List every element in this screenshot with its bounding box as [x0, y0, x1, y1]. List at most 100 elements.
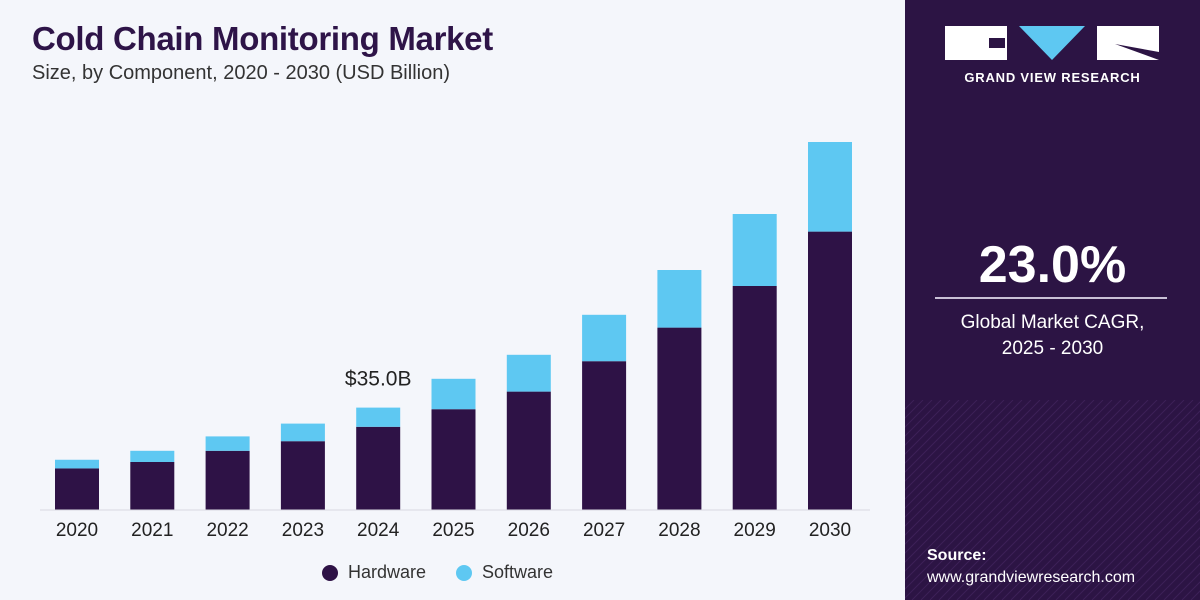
- pattern-stripe: [1172, 572, 1200, 600]
- pattern-stripe: [905, 400, 960, 455]
- pattern-stripe: [905, 400, 978, 473]
- bar-software-2022: [205, 436, 250, 451]
- pattern-stripe: [983, 400, 1185, 600]
- x-tick-label-2030: 2030: [809, 520, 851, 541]
- pattern-stripe: [1118, 518, 1200, 600]
- pattern-stripe: [1145, 545, 1200, 600]
- legend-swatch-software: [456, 564, 473, 581]
- pattern-stripe: [1163, 563, 1200, 600]
- bar-hardware-2022: [205, 450, 250, 510]
- pattern-stripe: [1127, 527, 1200, 600]
- pattern-stripe: [905, 400, 1077, 572]
- bar-hardware-2026: [506, 391, 551, 510]
- pattern-stripe: [905, 400, 1104, 599]
- legend-item-hardware: Hardware: [322, 562, 426, 583]
- pattern-stripe: [1109, 509, 1200, 600]
- bar-hardware-2020: [55, 468, 99, 510]
- pattern-stripe: [905, 400, 1086, 581]
- pattern-stripe: [974, 400, 1176, 600]
- legend-label-software: Software: [482, 562, 554, 582]
- pattern-stripe: [1001, 401, 1200, 600]
- cagr-divider: [935, 297, 1167, 299]
- bar-software-2020: [55, 459, 99, 469]
- pattern-stripe: [905, 400, 969, 464]
- bar-software-2023: [280, 423, 325, 442]
- bar-software-2021: [130, 450, 175, 462]
- pattern-stripe: [965, 400, 1167, 600]
- bar-hardware-2024: [356, 426, 401, 510]
- pattern-stripe: [1073, 473, 1200, 600]
- pattern-stripe: [905, 400, 1068, 563]
- bar-software-2024: [356, 407, 401, 427]
- x-tick-label-2029: 2029: [734, 520, 776, 541]
- legend-label-hardware: Hardware: [348, 562, 427, 582]
- x-tick-label-2020: 2020: [56, 520, 98, 541]
- pattern-stripe: [1100, 500, 1200, 600]
- pattern-stripe: [992, 400, 1194, 600]
- cagr-label-line2: 2025 - 2030: [1001, 338, 1104, 359]
- bar-software-2027: [582, 314, 627, 362]
- pattern-stripe: [956, 400, 1158, 600]
- pattern-stripe: [1136, 536, 1200, 600]
- source-block: Source: www.grandviewresearch.com: [927, 545, 1135, 589]
- pattern-stripe: [1064, 464, 1200, 600]
- pattern-stripe: [1037, 437, 1200, 600]
- pattern-stripe: [1154, 554, 1200, 600]
- brand-name: GRAND VIEW RESEARCH: [964, 70, 1141, 85]
- pattern-stripe: [1082, 482, 1200, 600]
- bar-software-2030: [808, 142, 852, 232]
- grand-view-research-logo: GRAND VIEW RESEARCH: [945, 24, 1160, 94]
- bar-hardware-2025: [431, 409, 476, 510]
- x-tick-label-2028: 2028: [658, 520, 700, 541]
- x-tick-label-2021: 2021: [131, 520, 173, 541]
- pattern-stripe: [905, 400, 1050, 545]
- cagr-value: 23.0%: [978, 236, 1127, 294]
- chart-legend: Hardware Software: [322, 562, 583, 583]
- source-url: www.grandviewresearch.com: [927, 569, 1136, 586]
- pattern-stripe: [947, 400, 1149, 600]
- bar-software-2029: [732, 214, 777, 286]
- info-panel: GRAND VIEW RESEARCH 23.0% Global Market …: [905, 0, 1200, 600]
- pattern-stripe: [905, 400, 1095, 590]
- data-label-2024: $35.0B: [345, 368, 412, 391]
- pattern-stripe: [905, 400, 1041, 536]
- pattern-stripe: [905, 400, 996, 491]
- pattern-stripe: [905, 400, 1014, 509]
- x-tick-label-2026: 2026: [508, 520, 550, 541]
- gvr-logo-icon: [945, 26, 1159, 60]
- bar-hardware-2023: [280, 441, 325, 510]
- pattern-stripe: [1019, 419, 1200, 600]
- x-tick-label-2022: 2022: [206, 520, 248, 541]
- pattern-stripe: [905, 400, 1032, 527]
- pattern-stripe: [905, 400, 1023, 518]
- pattern-stripe: [929, 400, 1131, 600]
- pattern-stripe: [905, 400, 951, 446]
- cagr-label-line1: Global Market CAGR,: [960, 312, 1145, 333]
- pattern-stripe: [905, 400, 1005, 500]
- bar-hardware-2021: [130, 462, 175, 510]
- pattern-stripe: [1028, 428, 1200, 600]
- pattern-stripe: [1010, 410, 1200, 600]
- chart-subtitle: Size, by Component, 2020 - 2030 (USD Bil…: [32, 62, 450, 84]
- pattern-stripe: [1046, 446, 1200, 600]
- decorative-pattern: [905, 400, 1200, 600]
- bar-software-2025: [431, 378, 476, 410]
- legend-swatch-hardware: [322, 564, 338, 581]
- pattern-stripe: [905, 400, 987, 482]
- bar-hardware-2030: [808, 231, 852, 510]
- x-tick-label-2024: 2024: [357, 520, 400, 541]
- x-tick-label-2027: 2027: [583, 520, 625, 541]
- bar-software-2026: [506, 354, 551, 392]
- pattern-stripe: [905, 400, 942, 437]
- x-tick-label-2023: 2023: [282, 520, 324, 541]
- pattern-stripe: [1055, 455, 1200, 600]
- bar-software-2028: [657, 270, 702, 328]
- bar-hardware-2029: [732, 286, 777, 510]
- pattern-stripe: [1091, 491, 1200, 600]
- bar-hardware-2028: [657, 327, 702, 510]
- chart-panel: Cold Chain Monitoring Market Size, by Co…: [0, 0, 905, 600]
- pattern-stripe: [938, 400, 1140, 600]
- pattern-stripe: [911, 400, 1113, 600]
- bar-chart: 2020 2021 2022 2023 2024 $35.0B 2025 2026 2027 20…: [40, 142, 870, 541]
- legend-item-software: Software: [456, 562, 553, 583]
